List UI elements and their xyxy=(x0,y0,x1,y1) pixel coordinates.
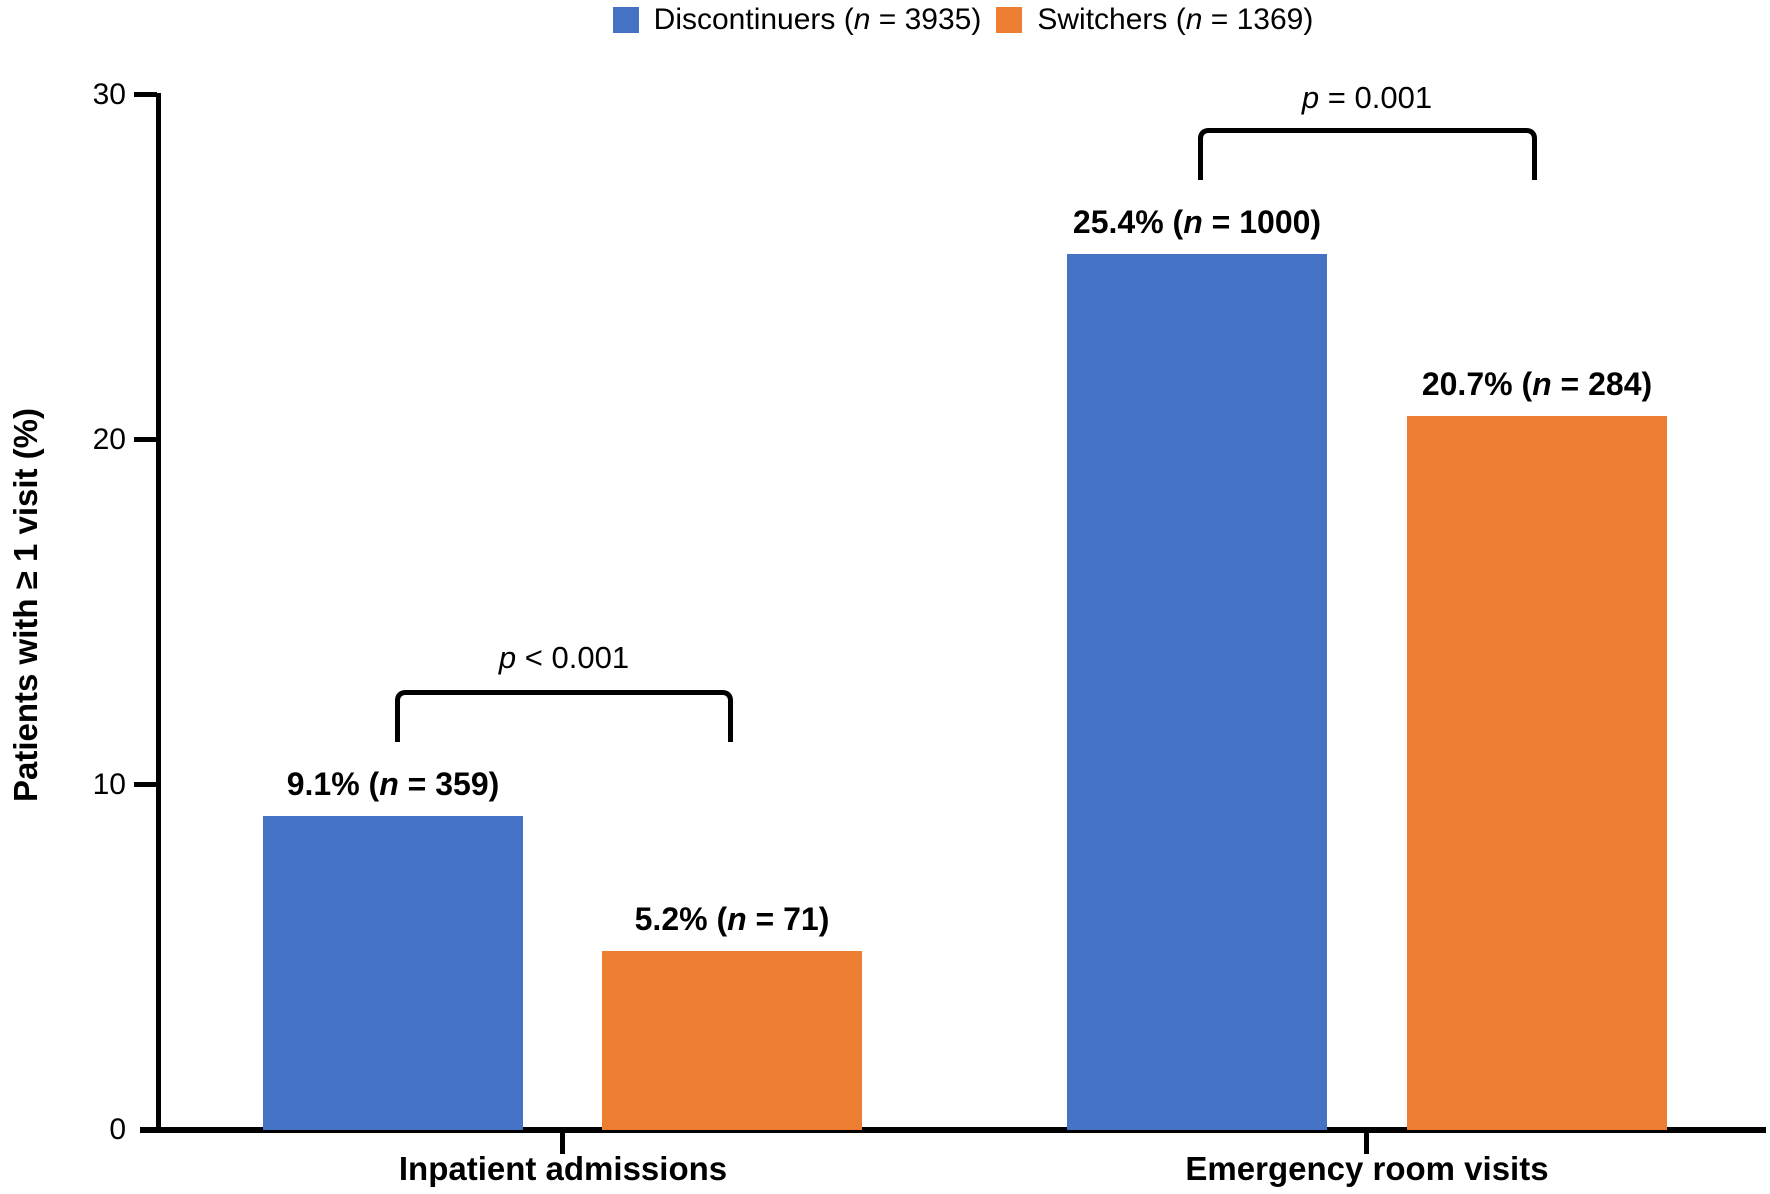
significance-bracket-emergency xyxy=(1198,128,1537,180)
y-tick-label-30: 30 xyxy=(92,78,126,111)
x-axis-line xyxy=(140,1127,1766,1133)
bar-discontinuers-inpatient-admissions xyxy=(263,816,523,1130)
bar-value-label-discontinuers-emergency-room-visits: 25.4% (n = 1000) xyxy=(1072,204,1322,240)
bar-value-label-switchers-inpatient-admissions: 5.2% (n = 71) xyxy=(634,901,830,937)
bar-switchers-inpatient-admissions xyxy=(602,951,862,1130)
legend-label-switchers: Switchers (n = 1369) xyxy=(1037,3,1314,36)
y-axis-title: Patients with ≥ 1 visit (%) xyxy=(7,407,44,803)
y-tick-label-0: 0 xyxy=(109,1113,126,1146)
y-tick-mark-30 xyxy=(134,92,157,97)
bar-value-label-discontinuers-inpatient-admissions: 9.1% (n = 359) xyxy=(286,766,500,802)
bar-switchers-emergency-room-visits xyxy=(1407,416,1667,1130)
legend-item-discontinuers: Discontinuers (n = 3935) xyxy=(612,2,982,38)
p-value-label-inpatient: p < 0.001 xyxy=(498,640,630,675)
x-tick-mark-inpatient xyxy=(560,1133,565,1154)
legend-label-discontinuers: Discontinuers (n = 3935) xyxy=(653,3,982,36)
y-tick-label-10: 10 xyxy=(92,768,126,801)
x-tick-mark-emergency xyxy=(1364,1133,1369,1154)
legend: Discontinuers (n = 3935) Switchers (n = … xyxy=(160,2,1766,38)
legend-swatch-switchers xyxy=(996,7,1023,33)
significance-bracket-inpatient xyxy=(395,690,733,742)
p-value-label-emergency: p = 0.001 xyxy=(1301,80,1433,115)
y-tick-label-20: 20 xyxy=(92,423,126,456)
y-tick-mark-10 xyxy=(134,782,157,787)
bar-discontinuers-emergency-room-visits xyxy=(1067,254,1327,1130)
category-label-inpatient: Inpatient admissions xyxy=(398,1150,728,1187)
y-axis-line xyxy=(156,93,161,1130)
y-tick-mark-20 xyxy=(134,437,157,442)
bar-value-label-switchers-emergency-room-visits: 20.7% (n = 284) xyxy=(1421,366,1653,402)
legend-swatch-discontinuers xyxy=(612,7,639,33)
category-label-emergency: Emergency room visits xyxy=(1185,1150,1549,1187)
legend-item-switchers: Switchers (n = 1369) xyxy=(996,2,1313,38)
